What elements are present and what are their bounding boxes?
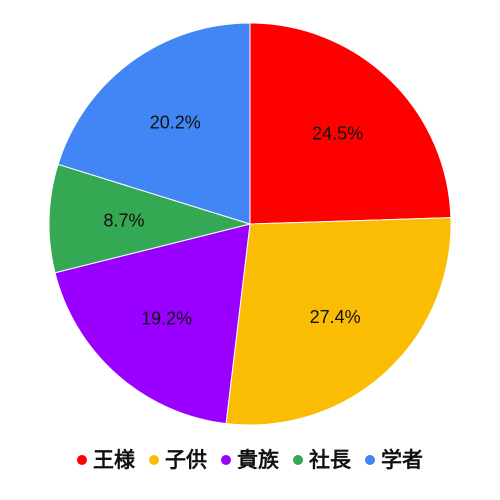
- pie-slice: [225, 217, 452, 426]
- legend-dot-icon: [221, 455, 231, 465]
- pie-slice: [249, 22, 452, 225]
- legend-dot-icon: [149, 455, 159, 465]
- legend: 王様 子供 貴族 社長 学者: [0, 440, 500, 480]
- pie-slices: [48, 22, 452, 426]
- slice-value-label: 8.7%: [104, 210, 145, 230]
- legend-label: 王様: [93, 447, 135, 472]
- pie-slice: [48, 163, 252, 274]
- legend-item: 社長: [293, 447, 351, 472]
- legend-label: 貴族: [237, 447, 279, 472]
- legend-item: 貴族: [221, 447, 279, 472]
- legend-item: 学者: [365, 447, 423, 472]
- slice-value-label: 24.5%: [312, 124, 363, 144]
- legend-label: 学者: [381, 447, 423, 472]
- legend-dot-icon: [293, 455, 303, 465]
- legend-label: 社長: [309, 447, 351, 472]
- slice-value-label: 20.2%: [150, 113, 201, 133]
- legend-dot-icon: [77, 455, 87, 465]
- pie-slice-labels: 24.5% 27.4% 19.2% 8.7% 20.2%: [104, 113, 364, 329]
- slice-value-label: 27.4%: [310, 307, 361, 327]
- pie-slice: [54, 223, 251, 425]
- legend-label: 子供: [165, 447, 207, 472]
- pie-slice: [57, 22, 251, 225]
- legend-dot-icon: [365, 455, 375, 465]
- legend-item: 子供: [149, 447, 207, 472]
- slice-value-label: 19.2%: [141, 309, 192, 329]
- legend-item: 王様: [77, 447, 135, 472]
